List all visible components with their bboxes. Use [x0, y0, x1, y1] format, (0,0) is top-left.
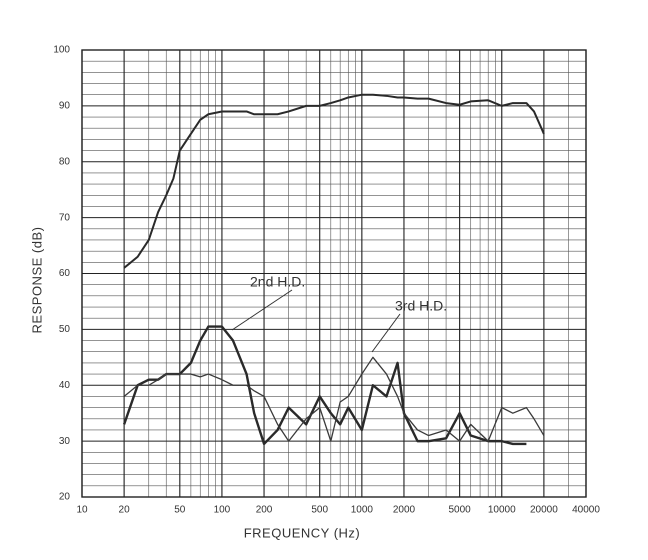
y-tick-label: 100	[53, 45, 70, 56]
annotation: 2nd H.D.	[250, 274, 305, 290]
x-tick-label: 5000	[449, 505, 472, 516]
x-tick-label: 2000	[393, 505, 416, 516]
y-axis-title: RESPONSE (dB)	[29, 227, 44, 334]
y-tick-label: 60	[59, 268, 71, 279]
x-tick-label: 200	[256, 505, 273, 516]
x-tick-label: 10	[76, 505, 88, 516]
annotation-leader	[231, 289, 293, 331]
plot-area: 20 30 40 50 60 70 80 90 100 10 20 50 100 200 500 1000 20…	[53, 45, 600, 516]
y-tick-label: 90	[59, 101, 71, 112]
y-tick-label: 80	[59, 156, 71, 167]
y-tick-label: 20	[59, 492, 71, 503]
x-tick-label: 40000	[572, 505, 600, 516]
y-tick-label: 50	[59, 324, 71, 335]
x-tick-label: 500	[311, 505, 328, 516]
x-tick-label: 10000	[488, 505, 516, 516]
x-axis-title: FREQUENCY (Hz)	[244, 525, 361, 540]
plot-frame	[81, 49, 587, 498]
y-tick-label: 30	[59, 436, 71, 447]
series-line	[123, 356, 545, 442]
series-line	[123, 93, 545, 269]
x-tick-label: 100	[214, 505, 231, 516]
y-tick-label: 70	[59, 212, 71, 223]
y-tick-label: 40	[59, 380, 71, 391]
x-tick-label: 50	[174, 505, 186, 516]
x-tick-label: 1000	[351, 505, 374, 516]
x-tick-label: 20	[119, 505, 131, 516]
annotation: 3rd H.D.	[395, 298, 447, 314]
x-tick-label: 20000	[530, 505, 558, 516]
annotation-leader	[371, 313, 401, 353]
